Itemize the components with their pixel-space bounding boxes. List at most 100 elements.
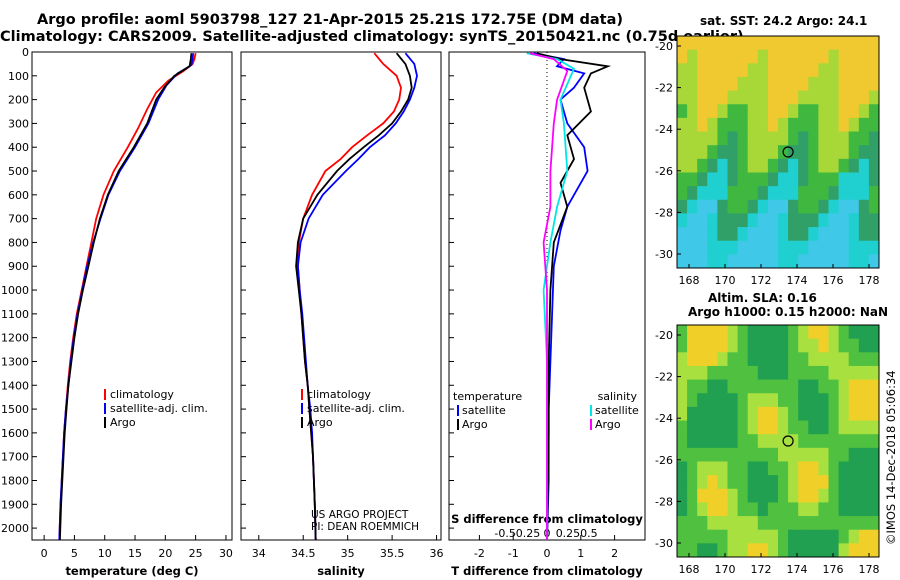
map-cell [848, 365, 860, 381]
map-cell [798, 529, 809, 544]
map-cell [788, 186, 799, 201]
map-cell [757, 36, 769, 51]
map-y-tick-label: -28 [655, 206, 673, 219]
y-tick-label: 500 [8, 165, 29, 178]
map-cell [788, 240, 799, 255]
map-cell [717, 76, 728, 92]
map-cell [707, 131, 718, 146]
map-cell [778, 90, 789, 105]
map-cell [858, 172, 870, 187]
map-cell [798, 117, 809, 133]
map-cell [798, 365, 809, 381]
map-cell [747, 254, 759, 269]
map-cell [788, 420, 799, 435]
map-cell [838, 338, 850, 353]
map-cell [828, 186, 840, 201]
map-cell [697, 117, 708, 133]
map-cell [838, 502, 850, 517]
map-cell [798, 543, 809, 558]
map-cell [798, 379, 809, 394]
y-tick-label: 1200 [1, 332, 29, 345]
map-cell [858, 406, 870, 422]
series-line [533, 52, 589, 541]
map-cell [737, 365, 749, 381]
map-cell [687, 240, 698, 255]
series-line [529, 52, 569, 540]
map-cell [757, 240, 769, 255]
map-cell [767, 543, 779, 558]
map-cell [838, 352, 850, 367]
map-cell [737, 379, 749, 394]
map-cell [717, 365, 728, 381]
x-tick-label: 2 [611, 547, 618, 560]
map-cell [858, 461, 870, 476]
map-cell [858, 338, 870, 353]
map-cell [757, 420, 769, 435]
map-cell [737, 325, 749, 340]
map-cell [818, 338, 829, 353]
map-cell [828, 529, 840, 544]
map-cell [798, 240, 809, 255]
map-cell [707, 186, 718, 201]
map-cell [818, 365, 829, 381]
map-cell [697, 502, 708, 517]
map-cell [778, 393, 789, 408]
map-cell [818, 254, 829, 269]
map-cell [778, 36, 789, 51]
map-cell [818, 63, 829, 78]
map-cell [737, 516, 749, 531]
map-cell [717, 393, 728, 408]
map-cell [838, 406, 850, 422]
map-cell [757, 117, 769, 133]
legend-swatch [590, 405, 592, 416]
map-cell [737, 131, 749, 146]
map-cell [677, 434, 688, 449]
argo-position-marker [782, 435, 794, 447]
map-cell [697, 131, 708, 146]
map-cell [747, 186, 759, 201]
map-cell [717, 90, 728, 105]
map-cell [707, 76, 718, 92]
map-cell [848, 420, 860, 435]
map-cell [868, 447, 880, 462]
map-cell [727, 90, 739, 105]
map-cell [838, 434, 850, 449]
map-cell [757, 145, 769, 160]
credit-label: ©IMOS 14-Dec-2018 05:06:34 [884, 370, 898, 545]
map-cell [798, 186, 809, 201]
x-tick-label: 30 [219, 547, 233, 560]
map-cell [767, 393, 779, 408]
map-cell [717, 338, 728, 353]
map-cell [838, 199, 850, 214]
map-cell [838, 529, 850, 544]
map-cell [717, 104, 728, 119]
map-cell [737, 213, 749, 228]
map-cell [788, 131, 799, 146]
map-cell [798, 352, 809, 367]
map-cell [687, 199, 698, 214]
title-line-2: Climatology: CARS2009. Satellite-adjuste… [0, 29, 744, 45]
map-cell [788, 516, 799, 531]
map-cell [707, 516, 718, 531]
map-cell [687, 49, 698, 64]
map-cell [868, 104, 880, 119]
sst-map-title: sat. SST: 24.2 Argo: 24.1 [700, 14, 868, 28]
map-cell [868, 379, 880, 394]
sst-map [676, 35, 880, 269]
map-cell [687, 379, 698, 394]
map-cell [818, 36, 829, 51]
map-x-tick-label: 168 [679, 274, 700, 287]
map-cell [747, 49, 759, 64]
map-cell [848, 172, 860, 187]
map-cell [697, 488, 708, 503]
map-cell [788, 393, 799, 408]
map-cell [677, 543, 688, 558]
map-cell [697, 447, 708, 462]
map-cell [747, 104, 759, 119]
legend-label: Argo [307, 416, 333, 429]
map-cell [707, 240, 718, 255]
map-cell [687, 227, 698, 242]
map-cell [808, 352, 819, 367]
map-cell [828, 117, 840, 133]
map-cell [697, 516, 708, 531]
